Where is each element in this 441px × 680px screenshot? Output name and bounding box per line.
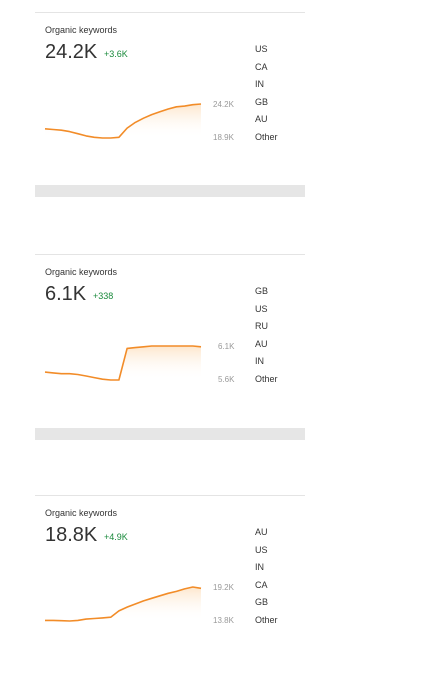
country-item[interactable]: US	[255, 303, 268, 314]
y-min-label: 5.6K	[218, 375, 235, 384]
country-item[interactable]: US	[255, 44, 268, 54]
trend-line	[45, 586, 202, 622]
y-min-label: 13.8K	[213, 616, 234, 625]
country-list: GB US RU AU IN Other	[255, 283, 300, 389]
metric-label: Organic keywords	[45, 508, 118, 518]
country-item[interactable]: IN	[255, 562, 264, 573]
card-divider-line	[35, 254, 305, 255]
country-item[interactable]: AU	[255, 114, 268, 125]
country-item[interactable]: GB	[255, 96, 269, 107]
country-item[interactable]: GB	[255, 597, 269, 608]
country-item[interactable]: IN	[255, 356, 264, 367]
trend-area	[45, 104, 201, 138]
metric-delta: +4.9K	[104, 532, 128, 542]
country-item[interactable]: Other	[255, 614, 278, 625]
country-item[interactable]: IN	[255, 79, 264, 90]
metric-label: Organic keywords	[45, 25, 118, 35]
trend-line	[44, 345, 202, 381]
trend-sparkline[interactable]	[44, 92, 215, 162]
trend-sparkline[interactable]	[44, 334, 215, 404]
country-item[interactable]: CA	[255, 61, 268, 72]
country-item[interactable]: Other	[255, 131, 278, 142]
trend-area	[45, 587, 201, 621]
card-divider-line	[35, 12, 305, 13]
metric-value[interactable]: 18.8K	[45, 524, 98, 546]
section-divider	[35, 428, 305, 440]
organic-keywords-card-3: Organic keywords 18.8K +4.9K 19.2K 13.8K…	[35, 495, 305, 680]
metric-delta: +3.6K	[104, 49, 128, 59]
country-item[interactable]: AU	[255, 338, 268, 349]
organic-keywords-card-1: Organic keywords 24.2K +3.6K 24.2K 18.9K…	[35, 12, 305, 197]
y-max-label: 6.1K	[218, 342, 235, 351]
trend-line	[44, 103, 202, 139]
country-item[interactable]: RU	[255, 321, 268, 332]
y-max-label: 19.2K	[213, 583, 234, 592]
trend-area	[45, 346, 201, 380]
metric-label: Organic keywords	[45, 267, 118, 277]
metric-value[interactable]: 6.1K	[45, 283, 87, 305]
trend-sparkline[interactable]	[45, 575, 215, 645]
country-item[interactable]: Other	[255, 373, 278, 384]
country-list: AU US IN CA GB Other	[255, 524, 300, 630]
country-item[interactable]: US	[255, 544, 268, 555]
organic-keywords-card-2: Organic keywords 6.1K +338 6.1K 5.6K GB …	[35, 254, 305, 439]
country-item[interactable]: AU	[255, 527, 268, 537]
metric-value[interactable]: 24.2K	[45, 41, 98, 63]
country-list: US CA IN GB AU Other	[255, 41, 300, 147]
card-divider-line	[35, 495, 305, 496]
metric-delta: +338	[93, 291, 114, 301]
section-divider	[35, 185, 305, 197]
country-item[interactable]: CA	[255, 579, 268, 590]
country-item[interactable]: GB	[255, 286, 269, 296]
y-min-label: 18.9K	[213, 133, 234, 142]
y-max-label: 24.2K	[213, 100, 234, 109]
